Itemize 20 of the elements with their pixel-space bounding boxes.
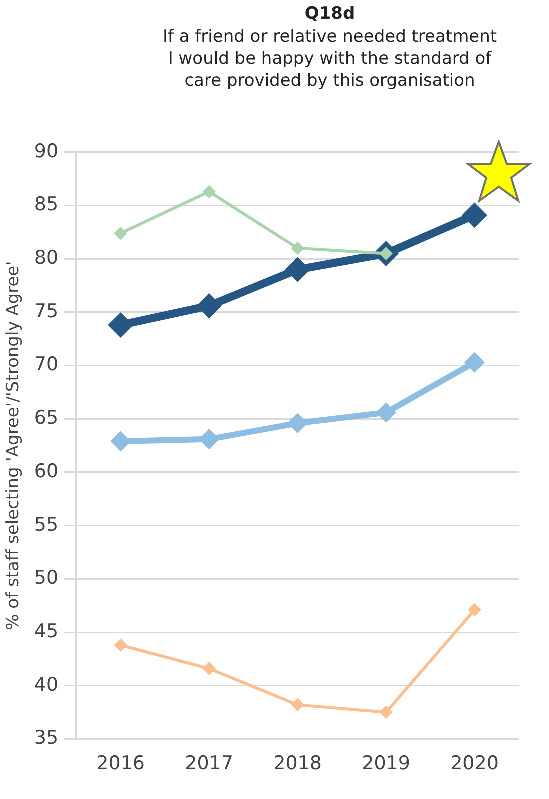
y-tick-label: 85 (34, 194, 59, 216)
x-tick-label: 2019 (362, 752, 410, 775)
chart-title: Q18d (304, 4, 356, 24)
y-tick-label: 35 (34, 727, 59, 750)
x-tick-label: 2017 (185, 752, 234, 775)
y-tick-label: 60 (34, 460, 59, 482)
y-tick-label: 90 (34, 140, 59, 162)
y-tick-label: 70 (34, 354, 59, 376)
y-tick-label: 40 (34, 674, 59, 696)
y-tick-label: 50 (34, 567, 59, 590)
x-tick-label: 2018 (274, 752, 322, 775)
y-tick-label: 80 (34, 247, 59, 270)
y-tick-label: 55 (34, 514, 59, 536)
x-tick-label: 2020 (450, 752, 499, 775)
y-tick-label: 75 (34, 300, 59, 322)
chart-subtitle: If a friend or relative needed treatment I would be happy with the standard of care provided by this organisation (162, 26, 498, 92)
y-axis-title: % of staff selecting 'Agree'/'Strongly Agree' (4, 261, 24, 630)
y-tick-label: 45 (34, 620, 59, 642)
y-tick-label: 65 (34, 407, 59, 430)
x-tick-label: 2016 (96, 752, 145, 775)
